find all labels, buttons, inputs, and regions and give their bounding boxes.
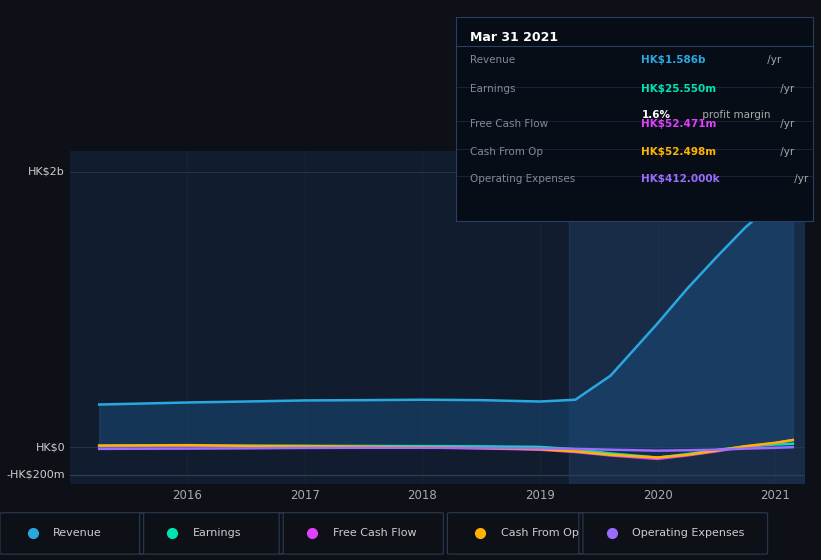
- Bar: [570, 151, 805, 484]
- Text: HK$2b: HK$2b: [29, 167, 65, 177]
- Text: profit margin: profit margin: [699, 110, 770, 120]
- Text: 2019: 2019: [525, 489, 555, 502]
- Text: /yr: /yr: [777, 84, 795, 94]
- Text: 2017: 2017: [290, 489, 320, 502]
- Text: 2016: 2016: [172, 489, 202, 502]
- Text: HK$412.000k: HK$412.000k: [641, 174, 720, 184]
- Text: HK$52.498m: HK$52.498m: [641, 147, 717, 157]
- Text: -HK$200m: -HK$200m: [7, 470, 65, 480]
- Text: Earnings: Earnings: [193, 529, 241, 538]
- Text: Mar 31 2021: Mar 31 2021: [470, 31, 558, 44]
- Text: Cash From Op: Cash From Op: [470, 147, 543, 157]
- Text: Free Cash Flow: Free Cash Flow: [333, 529, 416, 538]
- Text: Earnings: Earnings: [470, 84, 516, 94]
- Text: Operating Expenses: Operating Expenses: [632, 529, 745, 538]
- Text: Cash From Op: Cash From Op: [501, 529, 579, 538]
- Text: HK$1.586b: HK$1.586b: [641, 55, 706, 64]
- Text: HK$25.550m: HK$25.550m: [641, 84, 717, 94]
- Text: 2021: 2021: [760, 489, 790, 502]
- Text: /yr: /yr: [777, 119, 795, 129]
- Text: /yr: /yr: [777, 147, 795, 157]
- Text: 2018: 2018: [407, 489, 438, 502]
- Text: HK$52.471m: HK$52.471m: [641, 119, 717, 129]
- Text: 2020: 2020: [643, 489, 672, 502]
- Text: Revenue: Revenue: [470, 55, 515, 64]
- Text: /yr: /yr: [791, 174, 808, 184]
- Text: /yr: /yr: [764, 55, 781, 64]
- Text: Revenue: Revenue: [53, 529, 102, 538]
- Text: Free Cash Flow: Free Cash Flow: [470, 119, 548, 129]
- Text: Operating Expenses: Operating Expenses: [470, 174, 576, 184]
- Text: HK$0: HK$0: [35, 442, 65, 452]
- Text: 1.6%: 1.6%: [641, 110, 671, 120]
